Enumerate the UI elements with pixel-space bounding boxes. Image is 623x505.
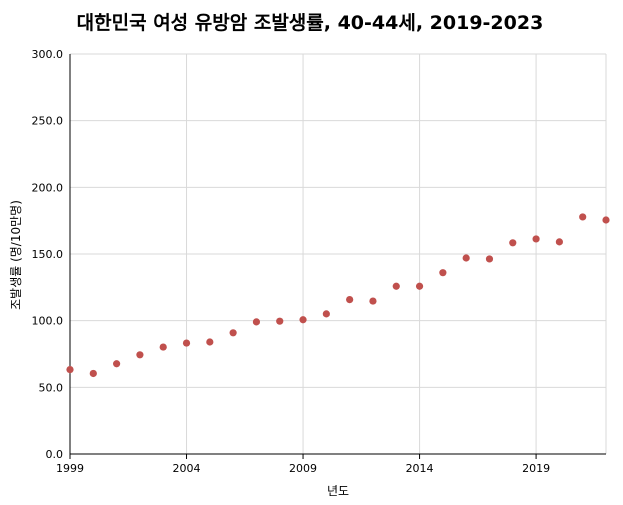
data-point (206, 338, 214, 346)
data-point (299, 316, 307, 324)
data-point (462, 254, 470, 262)
data-point (322, 310, 330, 318)
data-point (346, 296, 354, 304)
data-point (66, 366, 74, 374)
axes: 0.0 50.0 100.0 150.0 200.0 250.0 300.0 1999 2004… (32, 48, 606, 475)
y-tick-label: 250.0 (32, 115, 64, 128)
data-point (182, 339, 191, 347)
x-tick-label: 2014 (406, 462, 434, 475)
y-tick-label: 100.0 (32, 315, 64, 328)
y-axis-label: 조발생률 (명/10만명) (9, 200, 23, 310)
x-tick-label: 1999 (56, 462, 84, 475)
data-point (369, 297, 377, 305)
y-tick-label: 300.0 (32, 48, 64, 61)
y-tick-label: 0.0 (46, 448, 64, 461)
y-tick-label: 150.0 (32, 248, 64, 261)
x-tick-label: 2004 (173, 462, 201, 475)
data-point (509, 239, 517, 247)
data-point (229, 329, 237, 337)
x-tick-label: 2019 (522, 462, 550, 475)
x-tick-label: 2009 (289, 462, 317, 475)
y-tick-label: 200.0 (32, 181, 64, 194)
data-point (89, 369, 97, 378)
data-points (66, 213, 610, 378)
y-tick-label: 50.0 (39, 381, 64, 394)
data-point (579, 213, 587, 221)
chart-title: 대한민국 여성 유방암 조발생률, 40-44세, 2019-2023 (77, 12, 544, 34)
data-point (532, 235, 540, 243)
data-point (113, 360, 121, 368)
data-point (602, 216, 610, 224)
data-point (252, 318, 261, 326)
data-point (415, 282, 424, 290)
data-point (159, 343, 167, 351)
data-point (439, 269, 447, 277)
data-point (485, 255, 494, 263)
data-point (276, 317, 284, 325)
grid (69, 53, 607, 455)
data-point (392, 282, 400, 290)
x-axis-label: 년도 (327, 484, 349, 498)
data-point (136, 351, 144, 359)
data-point (555, 238, 563, 246)
